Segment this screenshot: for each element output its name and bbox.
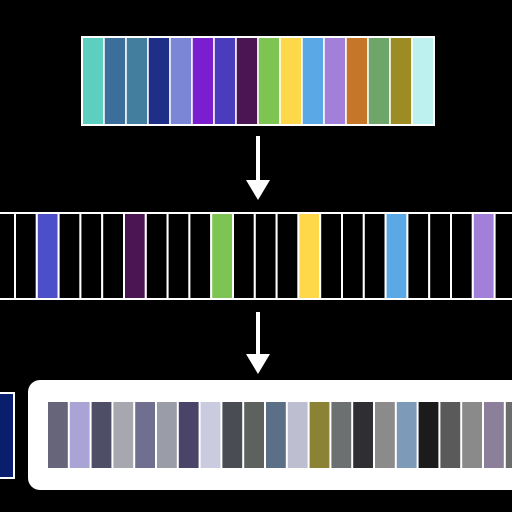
bottom-swatch-12 (287, 402, 308, 468)
top-swatch-16 (411, 36, 435, 126)
bottom-swatch-2 (69, 402, 90, 468)
empty-slot-4 (79, 212, 104, 300)
selected-slot-14 (297, 212, 322, 300)
top-swatch-15 (389, 36, 413, 126)
empty-slot-19 (406, 212, 431, 300)
empty-slot-21 (450, 212, 474, 300)
empty-slot-9 (188, 212, 213, 300)
down-arrow-2-head (246, 354, 270, 374)
empty-slot-12 (253, 212, 278, 300)
bottom-swatch-6 (157, 402, 177, 468)
top-swatch-7 (213, 36, 237, 126)
empty-slot-7 (144, 212, 169, 300)
bottom-swatch-22 (505, 402, 512, 468)
top-swatch-4 (147, 36, 171, 126)
top-palette-strip (81, 36, 435, 126)
empty-slot-3 (57, 212, 82, 300)
top-swatch-5 (169, 36, 193, 126)
bottom-swatch-3 (91, 402, 112, 468)
empty-slot-8 (166, 212, 191, 300)
selected-slot-18 (384, 212, 409, 300)
bottom-swatch-9 (222, 402, 243, 468)
selected-slot-2 (35, 212, 60, 300)
generated-palette-strip (0, 380, 512, 490)
bottom-swatch-15 (353, 402, 373, 468)
selected-slot-6 (123, 212, 147, 300)
top-swatch-14 (367, 36, 391, 126)
empty-slot-20 (428, 212, 453, 300)
down-arrow-1 (246, 136, 270, 200)
empty-slot-11 (232, 212, 256, 300)
selection-slot-row (0, 212, 512, 300)
top-swatch-1 (81, 36, 105, 126)
top-swatch-8 (235, 36, 259, 126)
bottom-swatch-18 (418, 402, 439, 468)
selected-slot-22 (471, 212, 496, 300)
top-swatch-10 (279, 36, 303, 126)
empty-slot-5 (101, 212, 125, 300)
bottom-swatch-19 (440, 402, 461, 468)
down-arrow-2 (246, 312, 270, 374)
empty-slot-15 (319, 212, 344, 300)
top-swatch-9 (257, 36, 281, 126)
bottom-swatch-20 (462, 402, 482, 468)
empty-slot-1 (14, 212, 38, 300)
bottom-swatch-10 (244, 402, 264, 468)
bottom-swatch-13 (309, 402, 330, 468)
top-swatch-2 (103, 36, 127, 126)
empty-slot-16 (341, 212, 365, 300)
bottom-swatch-14 (331, 402, 352, 468)
bottom-swatch-11 (266, 402, 286, 468)
bottom-swatch-21 (484, 402, 504, 468)
top-swatch-6 (191, 36, 215, 126)
bottom-swatch-4 (113, 402, 134, 468)
bottom-swatch-17 (396, 402, 417, 468)
bottom-swatch-1 (48, 402, 68, 468)
top-swatch-3 (125, 36, 149, 126)
bottom-swatch-7 (178, 402, 199, 468)
top-strip-border (81, 36, 435, 126)
empty-slot-17 (362, 212, 387, 300)
bottom-left-swatch (0, 392, 15, 479)
bottom-swatch-5 (135, 402, 155, 468)
selected-slot-10 (210, 212, 234, 300)
empty-slot-13 (275, 212, 300, 300)
top-swatch-12 (323, 36, 347, 126)
bottom-swatch-8 (200, 402, 221, 468)
top-swatch-11 (301, 36, 325, 126)
down-arrow-1-head (246, 180, 270, 200)
top-swatch-13 (345, 36, 369, 126)
bottom-swatch-16 (375, 402, 395, 468)
